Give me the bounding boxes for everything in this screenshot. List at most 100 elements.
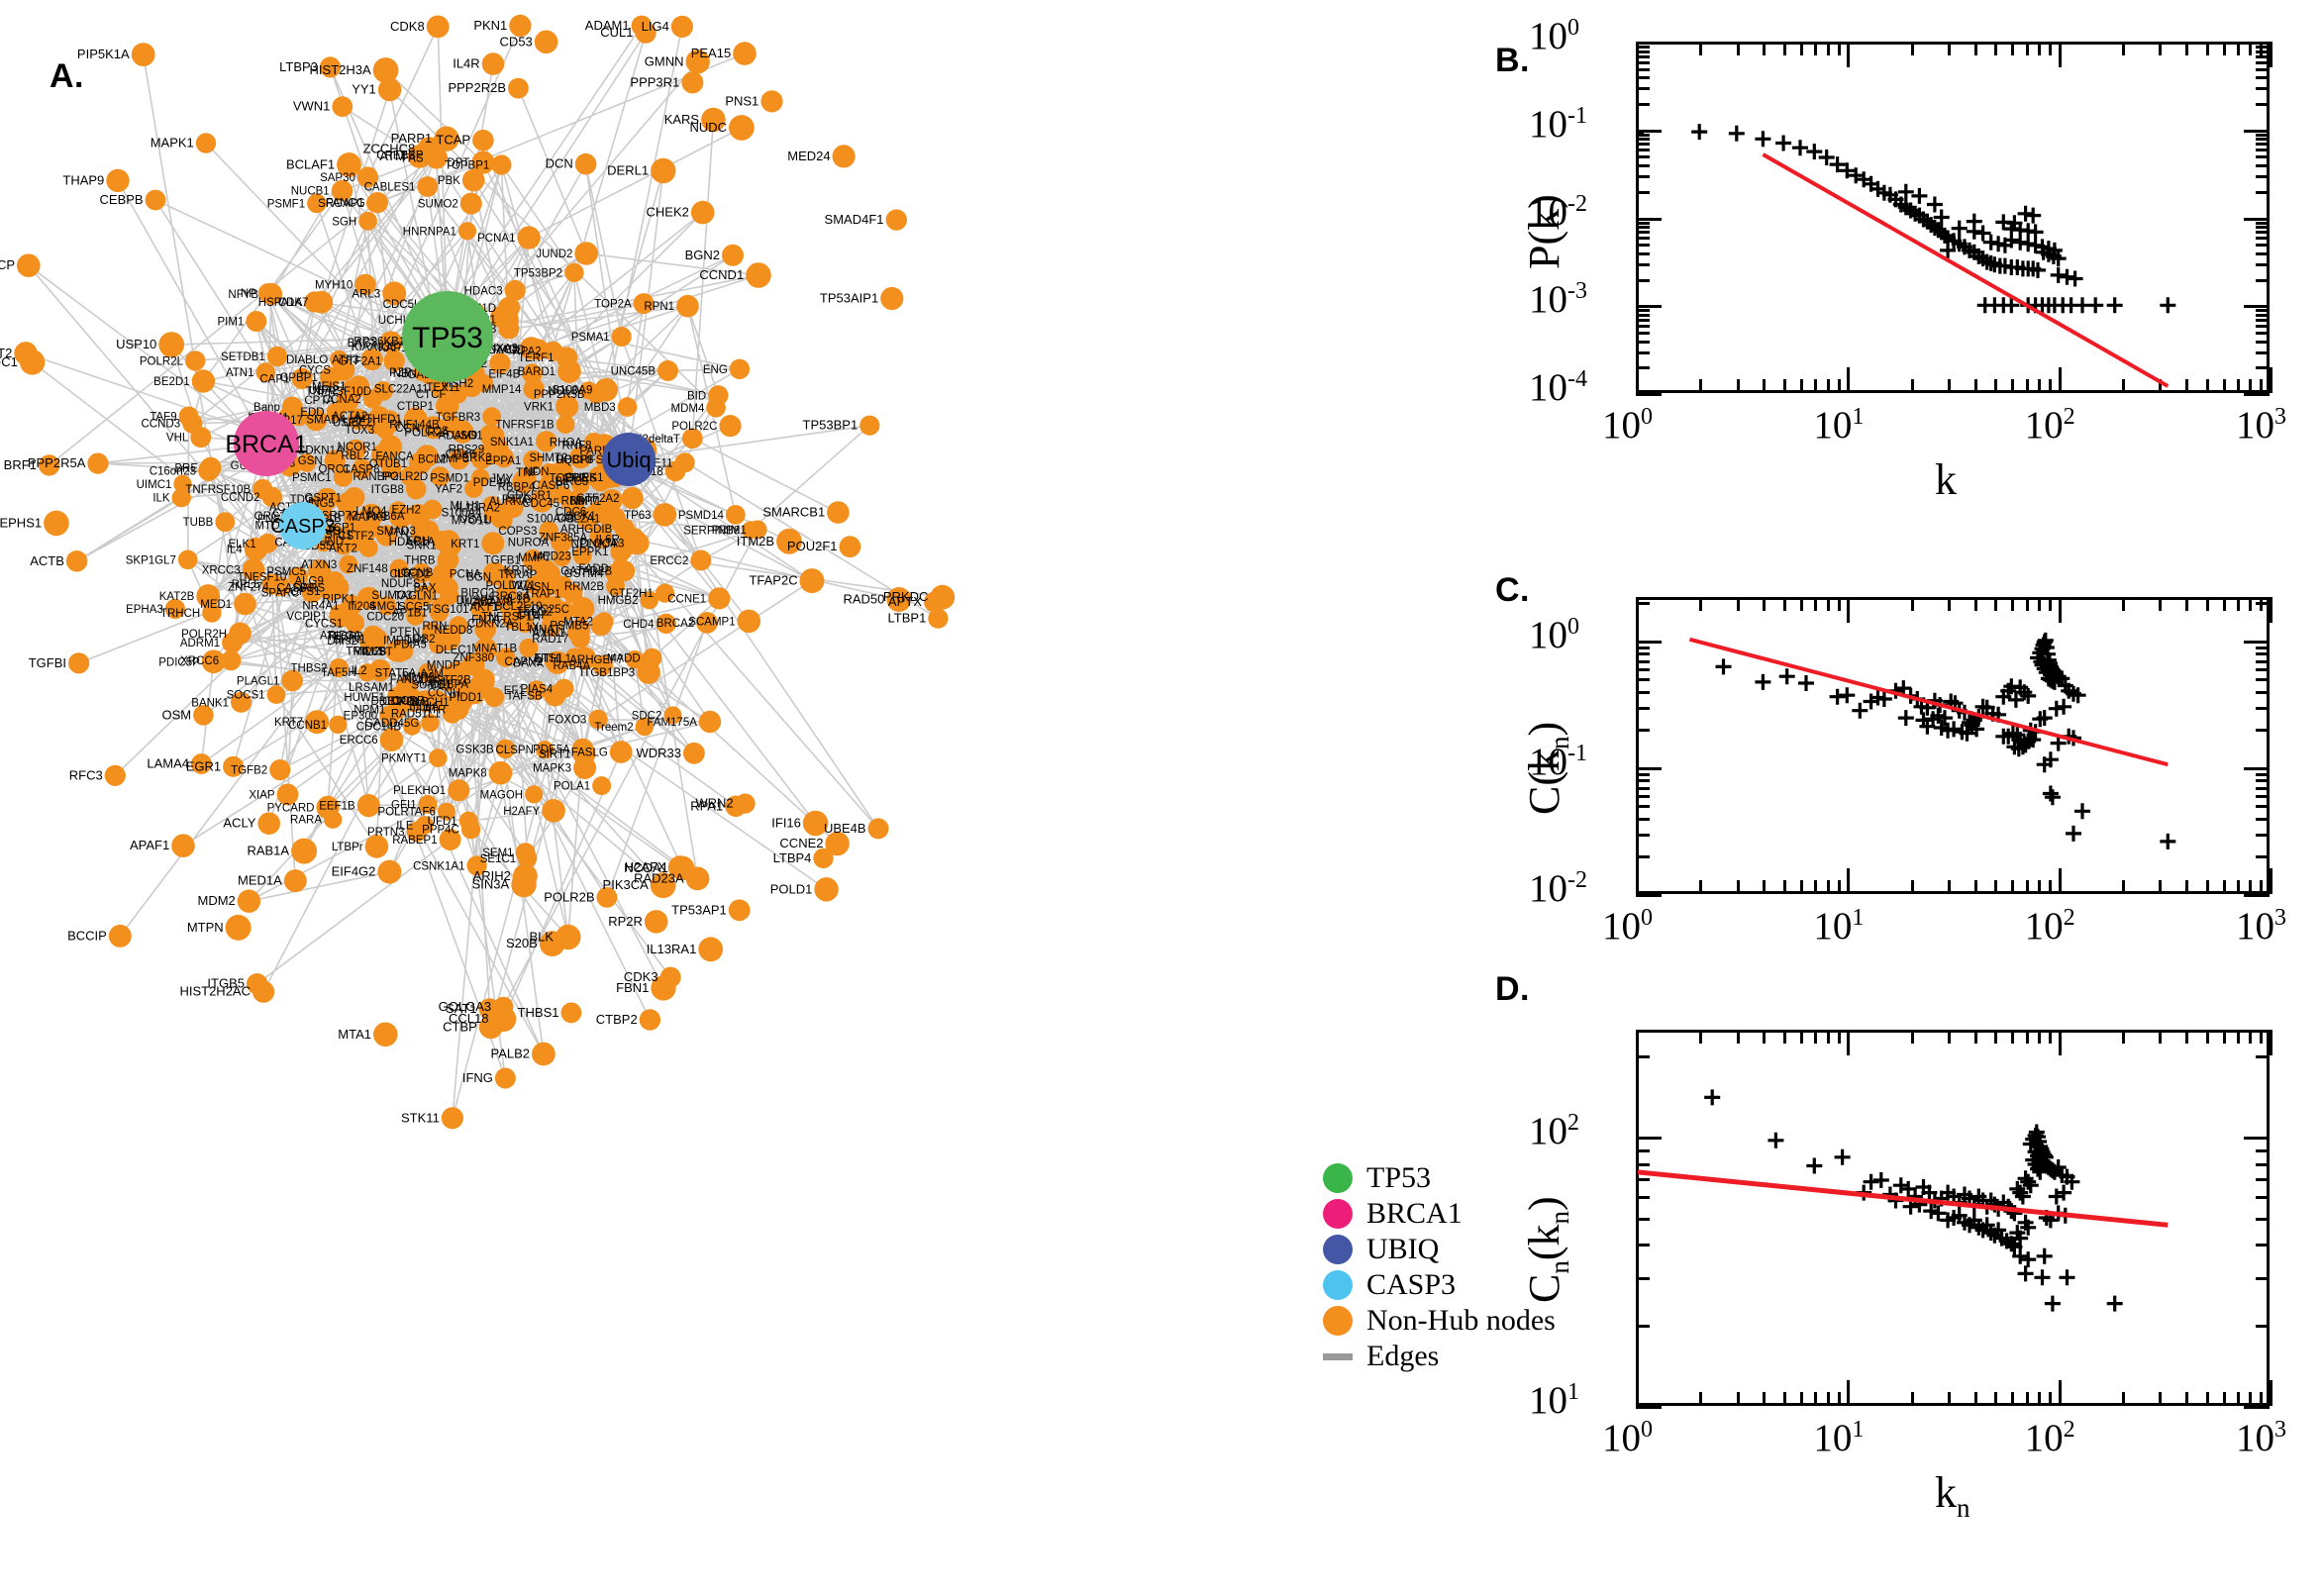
network-node[interactable] (288, 566, 309, 587)
network-node[interactable] (491, 154, 512, 175)
network-node[interactable] (839, 536, 861, 558)
network-node[interactable] (409, 451, 432, 475)
network-node[interactable] (472, 668, 495, 691)
network-node[interactable] (354, 524, 375, 545)
network-node[interactable] (621, 487, 644, 510)
network-node[interactable] (417, 176, 439, 197)
network-node[interactable] (886, 587, 912, 612)
network-node[interactable] (372, 57, 399, 83)
network-node[interactable] (329, 658, 349, 678)
network-node[interactable] (173, 474, 192, 493)
network-node[interactable] (544, 651, 563, 671)
network-node[interactable] (377, 77, 402, 102)
network-node[interactable] (592, 654, 613, 676)
network-node[interactable] (642, 648, 662, 668)
network-node[interactable] (676, 294, 699, 318)
network-node[interactable] (307, 193, 327, 214)
network-node[interactable] (542, 799, 565, 823)
network-node[interactable] (698, 937, 724, 962)
network-node[interactable] (880, 286, 904, 311)
network-node[interactable] (746, 262, 771, 288)
network-node[interactable] (618, 532, 642, 555)
network-node[interactable] (439, 829, 461, 850)
network-node[interactable] (560, 1002, 582, 1024)
network-node[interactable] (276, 783, 299, 806)
network-node[interactable] (234, 592, 256, 616)
network-node[interactable] (471, 150, 495, 174)
network-node[interactable] (561, 491, 585, 515)
network-node[interactable] (382, 281, 407, 306)
network-node[interactable] (261, 486, 282, 508)
network-node[interactable] (222, 632, 243, 653)
network-node[interactable] (656, 613, 676, 634)
network-node[interactable] (379, 705, 400, 726)
network-node[interactable] (669, 855, 695, 881)
network-node[interactable] (145, 189, 166, 211)
network-node[interactable] (832, 145, 856, 168)
network-node[interactable] (448, 779, 470, 802)
network-node[interactable] (458, 811, 478, 831)
network-node[interactable] (534, 30, 558, 54)
network-node[interactable] (244, 537, 268, 561)
network-node[interactable] (557, 359, 581, 383)
network-node[interactable] (729, 358, 751, 379)
network-node[interactable] (708, 587, 731, 610)
network-node[interactable] (290, 408, 309, 427)
network-node[interactable] (564, 262, 584, 282)
network-node[interactable] (356, 586, 380, 610)
network-node[interactable] (364, 626, 385, 647)
network-node[interactable] (572, 546, 592, 565)
network-node[interactable] (266, 346, 288, 367)
network-node[interactable] (266, 685, 286, 704)
network-node[interactable] (496, 648, 516, 667)
network-node[interactable] (515, 843, 536, 863)
network-node[interactable] (474, 619, 497, 641)
network-node[interactable] (664, 460, 686, 482)
network-node[interactable] (464, 479, 483, 498)
network-node[interactable] (319, 56, 342, 78)
network-node[interactable] (502, 496, 524, 519)
network-node[interactable] (242, 558, 265, 581)
network-node[interactable] (341, 379, 361, 401)
network-node[interactable] (681, 428, 703, 449)
network-node[interactable] (336, 492, 357, 514)
network-node[interactable] (326, 402, 345, 422)
network-node[interactable] (640, 591, 658, 610)
network-node[interactable] (365, 193, 386, 213)
network-node[interactable] (381, 458, 402, 479)
network-node[interactable] (584, 433, 604, 452)
network-node[interactable] (297, 453, 316, 472)
hub-node-brca1[interactable] (234, 411, 299, 476)
network-node[interactable] (867, 818, 889, 840)
network-node[interactable] (231, 691, 252, 713)
network-node[interactable] (541, 616, 561, 637)
network-node[interactable] (191, 753, 212, 774)
network-node[interactable] (430, 466, 451, 487)
network-node[interactable] (481, 52, 505, 75)
network-node[interactable] (329, 604, 353, 628)
network-node[interactable] (407, 145, 432, 168)
network-node[interactable] (574, 242, 598, 265)
network-node[interactable] (472, 129, 494, 151)
network-node[interactable] (596, 887, 618, 908)
network-node[interactable] (360, 348, 383, 371)
network-node[interactable] (574, 152, 597, 175)
network-node[interactable] (776, 528, 802, 554)
network-node[interactable] (388, 639, 412, 662)
network-node[interactable] (260, 282, 283, 305)
network-node[interactable] (532, 586, 551, 605)
network-node[interactable] (252, 980, 275, 1003)
network-node[interactable] (438, 533, 462, 557)
network-node[interactable] (617, 397, 638, 417)
network-node[interactable] (191, 369, 216, 393)
network-node[interactable] (448, 384, 468, 404)
network-node[interactable] (625, 649, 645, 669)
network-node[interactable] (737, 609, 761, 634)
network-node[interactable] (177, 549, 198, 570)
network-node[interactable] (403, 717, 422, 736)
network-node[interactable] (519, 638, 539, 658)
network-node[interactable] (356, 794, 380, 818)
network-node[interactable] (573, 756, 597, 779)
network-node[interactable] (570, 597, 595, 621)
network-node[interactable] (291, 838, 318, 864)
